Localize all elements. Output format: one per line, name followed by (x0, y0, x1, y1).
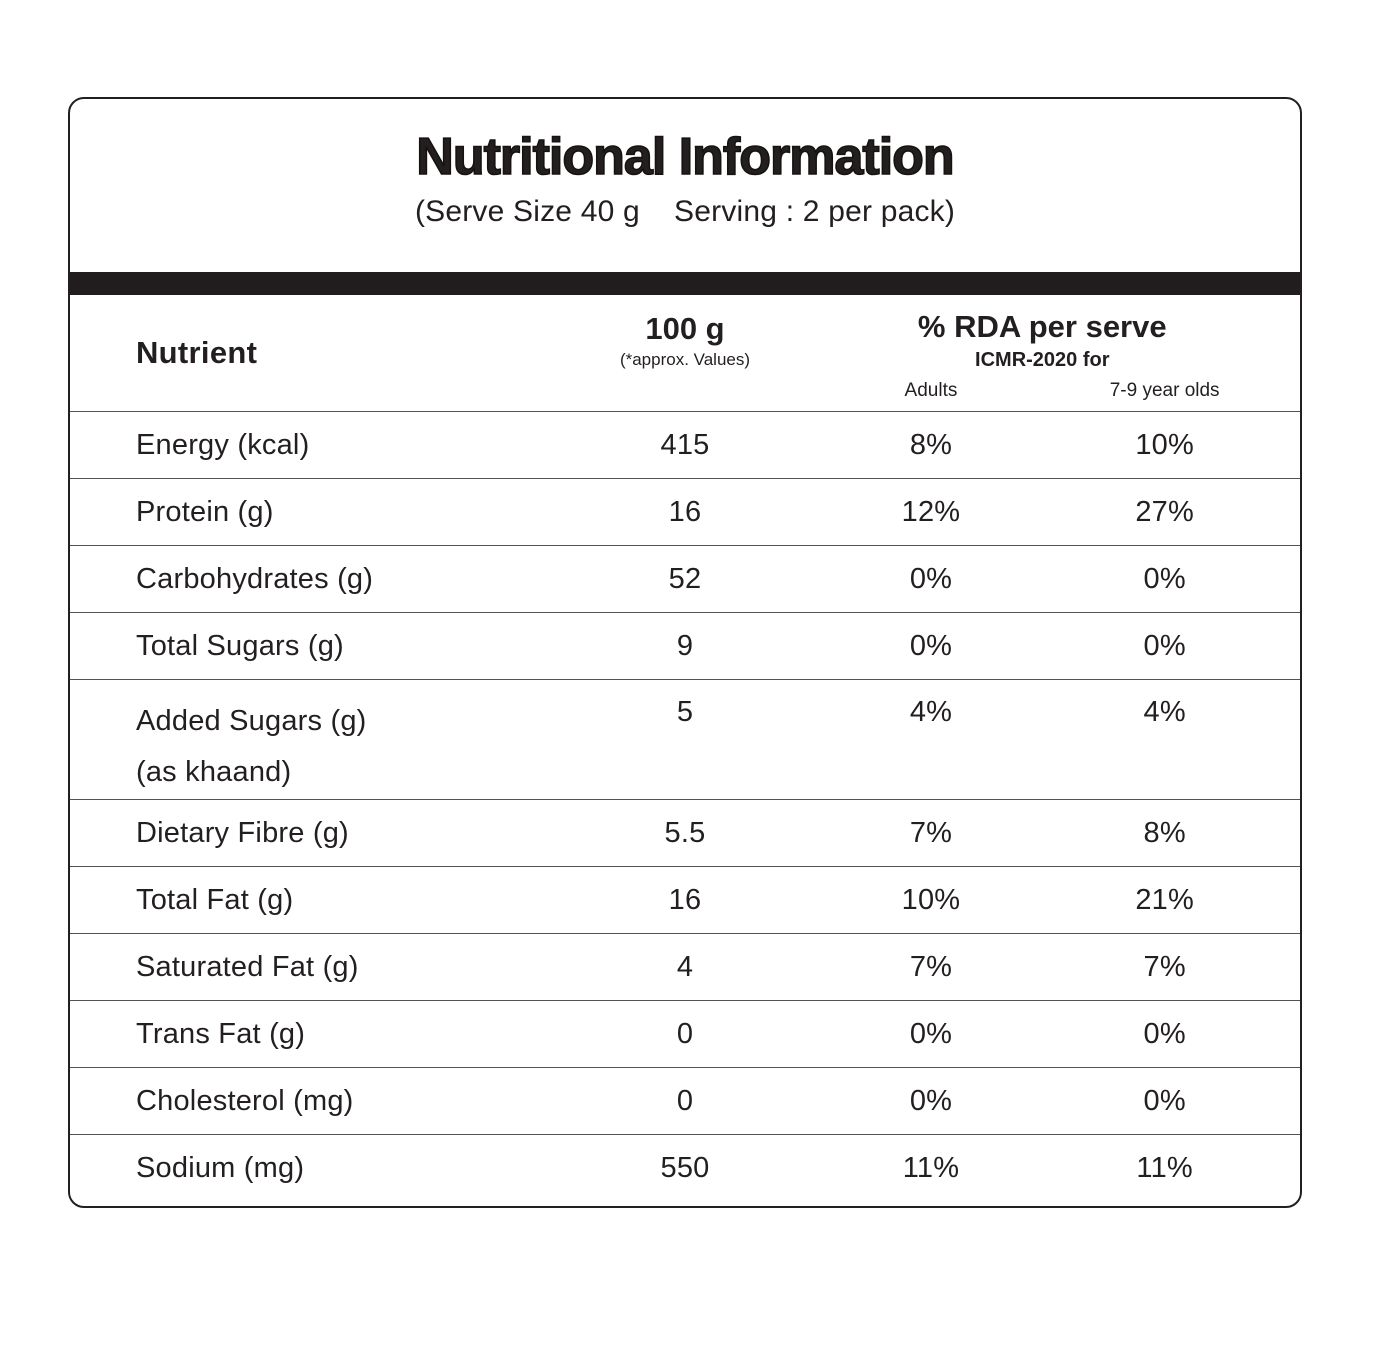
table-row-dietary-fibre: Dietary Fibre (g) 5.5 7% 8% (70, 799, 1300, 866)
value-per-100g: 0 (676, 1017, 694, 1050)
rda-title: % RDA per serve (917, 309, 1167, 344)
table-row-energy: Energy (kcal) 415 8% 10% (70, 411, 1300, 478)
rda-adults-value: 12% (901, 495, 961, 528)
value-per-100g: 5.5 (664, 816, 706, 849)
rda-kids-value: 27% (1135, 495, 1194, 528)
rda-kids-value: 7% (1143, 950, 1186, 983)
value-per-100g: 5 (676, 696, 694, 728)
column-header-rda: % RDA per serve ICMR-2020 for Adults 7-9… (833, 295, 1300, 411)
serving-info: (Serve Size 40 g Serving : 2 per pack) (414, 195, 956, 228)
table-row-cholesterol: Cholesterol (mg) 0 0% 0% (70, 1067, 1300, 1134)
value-per-100g: 9 (676, 629, 694, 662)
label-title: Nutritional Information (415, 127, 955, 187)
label-header: Nutritional Information (Serve Size 40 g… (70, 99, 1300, 272)
rda-adults-value: 0% (909, 562, 953, 595)
rda-kids-value: 0% (1143, 1084, 1186, 1117)
nutrient-name: Energy (kcal) (136, 428, 310, 461)
rda-adults-value: 7% (909, 816, 953, 849)
rda-adults-value: 0% (909, 629, 953, 662)
rda-subcolumns: Adults 7-9 year olds (833, 380, 1300, 402)
nutrient-name: Added Sugars (g) (as khaand) (136, 705, 367, 788)
table-row-protein: Protein (g) 16 12% 27% (70, 478, 1300, 545)
nutrient-name: Carbohydrates (g) (136, 562, 374, 595)
nutrient-name: Cholesterol (mg) (136, 1084, 354, 1117)
table-row-carbohydrates: Carbohydrates (g) 52 0% 0% (70, 545, 1300, 612)
table-row-saturated-fat: Saturated Fat (g) 4 7% 7% (70, 933, 1300, 1000)
rda-adults-value: 4% (909, 696, 953, 728)
nutrient-name: Saturated Fat (g) (136, 950, 359, 983)
table-row-added-sugars: Added Sugars (g) (as khaand) 5 4% 4% (70, 679, 1300, 799)
rda-adults-value: 7% (909, 950, 953, 983)
nutrient-name: Sodium (mg) (136, 1151, 305, 1184)
rda-adults-value: 0% (909, 1084, 953, 1117)
rda-kids-value: 21% (1135, 883, 1194, 916)
per-100g-note: (*approx. Values) (619, 350, 751, 369)
per-100g-label: 100 g (645, 311, 725, 346)
table-row-trans-fat: Trans Fat (g) 0 0% 0% (70, 1000, 1300, 1067)
rda-kids-value: 11% (1136, 1151, 1193, 1184)
value-per-100g: 4 (676, 950, 694, 983)
rda-kids-value: 4% (1143, 696, 1186, 728)
nutrient-name: Dietary Fibre (g) (136, 816, 349, 849)
rda-adults-value: 0% (909, 1017, 953, 1050)
column-header-adults: Adults (904, 380, 958, 401)
table-header: Nutrient 100 g (*approx. Values) % RDA p… (70, 295, 1300, 411)
nutrition-label: Nutritional Information (Serve Size 40 g… (68, 97, 1302, 1208)
rda-kids-value: 0% (1143, 629, 1186, 662)
table-body: Energy (kcal) 415 8% 10% Protein (g) 16 … (70, 411, 1300, 1201)
rda-kids-value: 0% (1143, 1017, 1186, 1050)
rda-kids-value: 0% (1143, 562, 1186, 595)
value-per-100g: 52 (668, 562, 702, 595)
value-per-100g: 550 (660, 1151, 710, 1184)
divider-bar (70, 272, 1300, 295)
nutrient-name: Total Sugars (g) (136, 629, 344, 662)
rda-adults-value: 8% (909, 428, 953, 461)
table-row-total-fat: Total Fat (g) 16 10% 21% (70, 866, 1300, 933)
column-header-nutrient: Nutrient (136, 335, 258, 370)
rda-kids-value: 10% (1135, 428, 1194, 461)
rda-adults-value: 11% (902, 1151, 960, 1184)
value-per-100g: 0 (676, 1084, 694, 1117)
table-row-sodium: Sodium (mg) 550 11% 11% (70, 1134, 1300, 1201)
value-per-100g: 16 (668, 495, 702, 528)
rda-adults-value: 10% (901, 883, 961, 916)
rda-note: ICMR-2020 for (975, 349, 1110, 371)
rda-kids-value: 8% (1143, 816, 1186, 849)
value-per-100g: 415 (660, 428, 710, 461)
table-row-total-sugars: Total Sugars (g) 9 0% 0% (70, 612, 1300, 679)
column-header-per-100g: 100 g (*approx. Values) (537, 295, 832, 411)
nutrient-name: Total Fat (g) (136, 883, 294, 916)
nutrient-name: Protein (g) (136, 495, 274, 528)
column-header-7-9-year-olds: 7-9 year olds (1109, 380, 1220, 401)
nutrient-name: Trans Fat (g) (136, 1017, 306, 1050)
value-per-100g: 16 (668, 883, 702, 916)
